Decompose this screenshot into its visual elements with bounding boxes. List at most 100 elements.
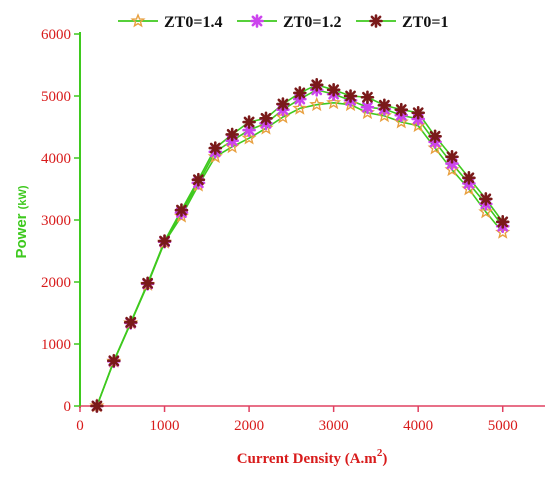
data-point	[343, 96, 359, 112]
marker-stroke	[480, 193, 492, 205]
x-tick-label: 2000	[234, 418, 264, 434]
x-tick-label: 5000	[488, 418, 518, 434]
data-point	[275, 109, 291, 124]
x-axis-label-close: )	[382, 451, 387, 467]
y-axis-label: Power (kW)	[13, 185, 30, 258]
data-point	[445, 149, 459, 164]
y-axis-label-unit: (kW)	[17, 185, 29, 209]
data-point	[241, 130, 257, 145]
marker-stroke	[294, 87, 306, 99]
marker-stroke	[497, 216, 509, 228]
data-point	[123, 315, 138, 330]
data-point	[309, 96, 325, 112]
data-point	[478, 204, 494, 219]
data-point	[326, 94, 342, 110]
data-point	[140, 276, 155, 291]
legend-label: ZT0=1.4	[164, 14, 222, 31]
marker-stroke	[370, 15, 382, 27]
data-point	[495, 215, 510, 229]
x-tick-label: 4000	[403, 418, 433, 434]
marker-stroke	[91, 400, 103, 412]
data-point	[462, 171, 476, 185]
axes: 0 1000 2000 3000 4000 5000 6000 0 1000 2000 3000 40…	[41, 27, 545, 434]
data-point	[428, 129, 442, 144]
series-markers	[90, 78, 510, 413]
x-axis-label-sup: 2	[377, 447, 383, 459]
marker-stroke	[243, 116, 255, 128]
data-point	[377, 98, 392, 113]
y-tick-label: 6000	[41, 27, 71, 43]
data-point	[107, 353, 121, 368]
marker-stroke	[142, 277, 154, 289]
data-point	[309, 78, 324, 92]
x-tick-label: 3000	[319, 418, 349, 434]
marker-stroke	[192, 174, 204, 186]
marker-stroke	[463, 172, 475, 184]
legend-item: ZT0=1.2	[237, 14, 341, 31]
series-markers	[90, 83, 510, 413]
data-point	[90, 399, 104, 413]
data-point	[479, 192, 493, 206]
marker-stroke	[362, 91, 373, 103]
series-line	[96, 83, 504, 407]
data-point	[191, 172, 206, 187]
y-tick-label: 4000	[41, 151, 71, 167]
y-tick-label: 1000	[41, 337, 71, 353]
marker-stroke	[328, 84, 340, 96]
marker-stroke	[311, 79, 323, 91]
series-zt0-1	[96, 83, 504, 407]
series-zt0-1-4	[96, 102, 504, 407]
marker-stroke	[159, 235, 170, 247]
x-tick-label: 1000	[150, 418, 180, 434]
data-point	[276, 97, 290, 111]
y-tick-label: 3000	[41, 213, 71, 229]
data-point	[174, 203, 189, 217]
x-axis-label: Current Density (A.m2)	[237, 447, 388, 467]
marker-stroke	[243, 124, 255, 136]
marker-stroke	[395, 104, 407, 116]
series-zt0-1-2	[96, 88, 504, 407]
marker-stroke	[108, 355, 120, 367]
y-tick-label: 5000	[41, 89, 71, 105]
data-point	[343, 89, 358, 103]
series-line	[96, 102, 504, 407]
legend: ZT0=1.4 ZT0=1.2 ZT0=1	[118, 13, 448, 31]
data-point	[225, 127, 239, 142]
marker-stroke	[345, 90, 356, 102]
legend-item: ZT0=1	[356, 14, 448, 31]
series-line	[96, 88, 504, 407]
y-tick-label: 0	[64, 399, 72, 415]
legend-marker	[130, 13, 146, 28]
marker-stroke	[412, 107, 424, 119]
data-point	[360, 90, 375, 105]
series-layer	[89, 78, 511, 413]
legend-label: ZT0=1.2	[283, 14, 341, 31]
marker-stroke	[362, 101, 373, 113]
x-tick-label: 0	[76, 418, 84, 434]
marker-stroke	[226, 129, 238, 140]
data-point	[326, 83, 341, 97]
data-point	[411, 105, 425, 120]
marker-stroke	[251, 15, 263, 27]
x-axis-label-text: Current Density (A.m	[237, 451, 378, 467]
legend-label: ZT0=1	[402, 14, 448, 31]
marker-stroke	[277, 98, 289, 110]
data-point	[394, 102, 409, 117]
data-point	[292, 100, 308, 115]
legend-marker	[369, 14, 383, 28]
marker-stroke	[429, 130, 441, 142]
marker-stroke	[209, 142, 221, 154]
data-point	[242, 115, 256, 129]
legend-item: ZT0=1.4	[118, 13, 222, 31]
marker-stroke	[378, 99, 390, 111]
marker-stroke	[446, 151, 458, 163]
marker-stroke	[125, 316, 137, 328]
marker-stroke	[176, 204, 187, 216]
data-point	[293, 86, 307, 100]
data-point	[259, 111, 273, 126]
marker-stroke	[260, 112, 272, 124]
data-point	[157, 234, 172, 248]
y-tick-label: 2000	[41, 275, 71, 291]
